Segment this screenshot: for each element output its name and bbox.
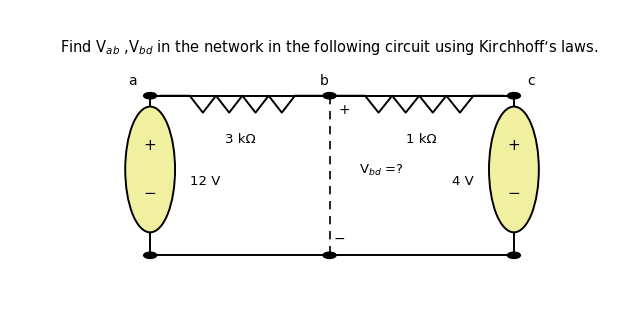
Text: 4 V: 4 V — [452, 175, 474, 188]
Text: +: + — [339, 103, 350, 117]
Text: 3 kΩ: 3 kΩ — [224, 133, 255, 146]
Circle shape — [143, 252, 157, 258]
Circle shape — [323, 93, 336, 99]
Text: b: b — [320, 74, 329, 88]
Text: V$_{bd}$ =?: V$_{bd}$ =? — [359, 163, 404, 178]
Circle shape — [143, 93, 157, 99]
Text: c: c — [527, 74, 535, 88]
Text: −: − — [144, 186, 156, 201]
Circle shape — [323, 252, 336, 258]
Text: Find V$_{ab}$ ,V$_{bd}$ in the network in the following circuit using Kirchhoff’: Find V$_{ab}$ ,V$_{bd}$ in the network i… — [60, 38, 599, 57]
Text: 12 V: 12 V — [190, 175, 221, 188]
Text: −: − — [507, 186, 520, 201]
Text: −: − — [334, 231, 345, 245]
Circle shape — [507, 93, 520, 99]
Ellipse shape — [489, 106, 539, 232]
Ellipse shape — [125, 106, 175, 232]
Text: 1 kΩ: 1 kΩ — [406, 133, 437, 146]
Text: +: + — [507, 138, 520, 153]
Text: a: a — [129, 74, 137, 88]
Text: +: + — [144, 138, 156, 153]
Circle shape — [507, 252, 520, 258]
